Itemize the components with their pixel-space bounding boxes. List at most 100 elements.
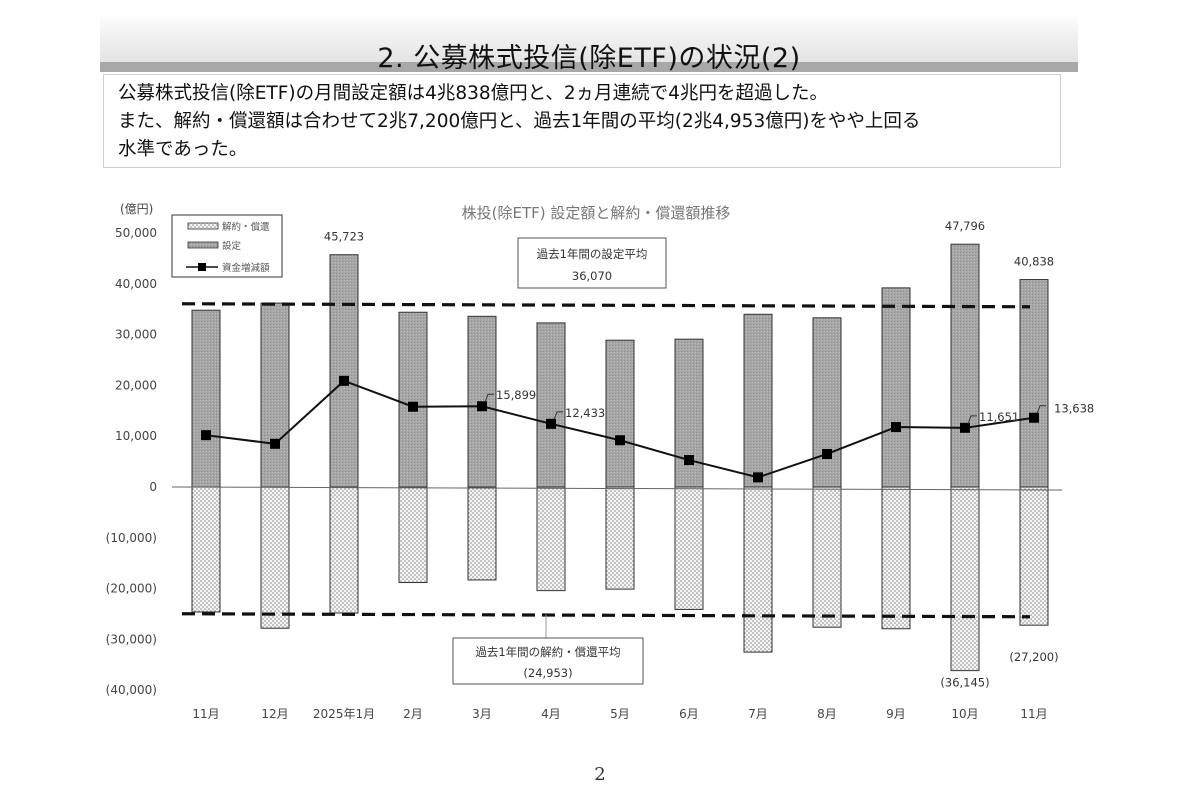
summary-box: 公募株式投信(除ETF)の月間設定額は4兆838億円と、2ヵ月連続で4兆円を超過… bbox=[103, 74, 1061, 168]
bar-redemption bbox=[674, 486, 704, 610]
x-tick-label: 8月 bbox=[817, 707, 837, 721]
y-tick-label: (30,000) bbox=[106, 632, 157, 646]
bar-redemption bbox=[398, 486, 428, 584]
bar-redemption bbox=[812, 486, 842, 628]
line-marker bbox=[891, 422, 901, 433]
reference-line bbox=[181, 612, 1031, 619]
reference-lines: 過去1年間の設定平均 36,070 過去1年間の解約・償還平均 (24,953) bbox=[181, 237, 1031, 685]
page-title: 2. 公募株式投信(除ETF)の状況(2) bbox=[377, 43, 801, 75]
bar-subscription bbox=[881, 287, 911, 488]
line-marker bbox=[615, 435, 625, 446]
data-label: 13,638 bbox=[1054, 402, 1094, 416]
ref-label-value: (24,953) bbox=[523, 666, 572, 680]
y-tick-label: (10,000) bbox=[106, 531, 157, 545]
bar-redemption bbox=[605, 486, 635, 590]
line-marker bbox=[477, 401, 487, 412]
data-label: (36,145) bbox=[940, 676, 989, 690]
legend-swatch-net bbox=[198, 263, 206, 271]
legend-label: 資金増減額 bbox=[222, 262, 270, 274]
bar-redemption bbox=[743, 486, 773, 653]
data-label: 12,433 bbox=[565, 406, 605, 420]
data-label: 15,899 bbox=[496, 388, 536, 402]
x-tick-label: 5月 bbox=[610, 707, 630, 721]
chart-title-text: 株投(除ETF) 設定額と解約・償還額推移 bbox=[462, 204, 731, 222]
x-axis: 11月 12月 2025年1月 2月 3月 4月 5月 6月 7月 8月 9月 10月 11月 bbox=[192, 707, 1047, 721]
y-axis: (億円) 50,000 40,000 30,000 20,000 10,000 0 (10,0… bbox=[106, 202, 157, 697]
summary-line-1: 公募株式投信(除ETF)の月間設定額は4兆838億円と、2ヵ月連続で4兆円を超過… bbox=[118, 83, 828, 104]
summary-line-2: また、解約・償還額は合わせて2兆7,200億円と、過去1年間の平均(2兆4,95… bbox=[118, 111, 921, 132]
x-tick-label: 4月 bbox=[541, 707, 561, 721]
bars bbox=[191, 243, 1049, 672]
y-axis-unit-label: (億円) bbox=[120, 202, 153, 216]
ref-label-title: 過去1年間の設定平均 bbox=[537, 247, 648, 261]
bar-subscription bbox=[743, 313, 773, 488]
y-tick-label: 10,000 bbox=[115, 429, 157, 443]
bar-redemption bbox=[881, 486, 911, 630]
summary-line-3: 水準であった。 bbox=[118, 139, 248, 160]
legend-label: 解約・償還 bbox=[222, 221, 270, 233]
line-marker bbox=[201, 430, 211, 441]
y-tick-label: 0 bbox=[149, 480, 157, 494]
ref-label-value: 36,070 bbox=[572, 269, 612, 283]
y-tick-label: 40,000 bbox=[115, 277, 157, 291]
bar-redemption bbox=[329, 486, 359, 614]
x-tick-label: 2025年1月 bbox=[313, 707, 375, 721]
x-tick-label: 2月 bbox=[403, 707, 423, 721]
bar-subscription bbox=[950, 243, 980, 488]
bar-redemption bbox=[950, 486, 980, 672]
x-tick-label: 11月 bbox=[1020, 707, 1047, 721]
bar-redemption bbox=[191, 486, 221, 613]
x-tick-label: 6月 bbox=[679, 707, 699, 721]
reference-line bbox=[181, 302, 1031, 309]
bar-redemption bbox=[1019, 486, 1049, 626]
x-tick-label: 9月 bbox=[886, 707, 906, 721]
bar-redemption bbox=[536, 486, 566, 592]
line-marker bbox=[822, 448, 832, 459]
bar-subscription bbox=[1019, 279, 1049, 488]
bar-subscription bbox=[605, 339, 635, 488]
title-band bbox=[100, 14, 1078, 66]
y-tick-label: 50,000 bbox=[115, 226, 157, 240]
line-marker bbox=[546, 418, 556, 429]
data-labels: 45,723 47,796 40,838 15,899 12,433 11,651 13,6… bbox=[324, 219, 1094, 689]
legend-label: 設定 bbox=[222, 240, 242, 252]
title-underline-bar bbox=[100, 62, 1078, 72]
bar-subscription bbox=[398, 311, 428, 488]
y-tick-label: (20,000) bbox=[106, 582, 157, 596]
x-tick-label: 11月 bbox=[192, 707, 219, 721]
bar-redemption bbox=[467, 486, 497, 581]
bar-subscription bbox=[191, 309, 221, 488]
ref-label-title: 過去1年間の解約・償還平均 bbox=[475, 645, 620, 659]
page-number: 2 bbox=[594, 764, 606, 785]
bar-redemption bbox=[260, 486, 290, 629]
y-tick-label: 30,000 bbox=[115, 328, 157, 342]
data-label: 47,796 bbox=[945, 219, 985, 233]
line-marker bbox=[684, 455, 694, 466]
bar-subscription bbox=[329, 254, 359, 488]
net-flow-line bbox=[201, 375, 1039, 483]
x-tick-label: 12月 bbox=[261, 707, 288, 721]
y-tick-label: 20,000 bbox=[115, 378, 157, 392]
line-marker bbox=[1029, 412, 1039, 423]
x-tick-label: 10月 bbox=[951, 707, 978, 721]
x-tick-label: 7月 bbox=[748, 707, 768, 721]
x-tick-label: 3月 bbox=[472, 707, 492, 721]
line-marker bbox=[270, 438, 280, 449]
data-label: 40,838 bbox=[1014, 255, 1054, 269]
data-label: 11,651 bbox=[979, 410, 1019, 424]
y-tick-label: (40,000) bbox=[106, 683, 157, 697]
bar-subscription bbox=[812, 317, 842, 488]
bar-subscription bbox=[260, 302, 290, 488]
zero-line bbox=[171, 486, 1063, 491]
legend-swatch-subscription bbox=[187, 241, 219, 249]
line-marker bbox=[339, 375, 349, 386]
data-label: 45,723 bbox=[324, 230, 364, 244]
legend-swatch-redemption bbox=[187, 222, 219, 230]
line-marker bbox=[753, 472, 763, 483]
bar-subscription bbox=[536, 322, 566, 488]
line-marker bbox=[408, 401, 418, 412]
line-marker bbox=[960, 422, 970, 433]
chart-title: 株投(除ETF) 設定額と解約・償還額推移 bbox=[462, 204, 731, 222]
data-label: (27,200) bbox=[1009, 650, 1058, 664]
